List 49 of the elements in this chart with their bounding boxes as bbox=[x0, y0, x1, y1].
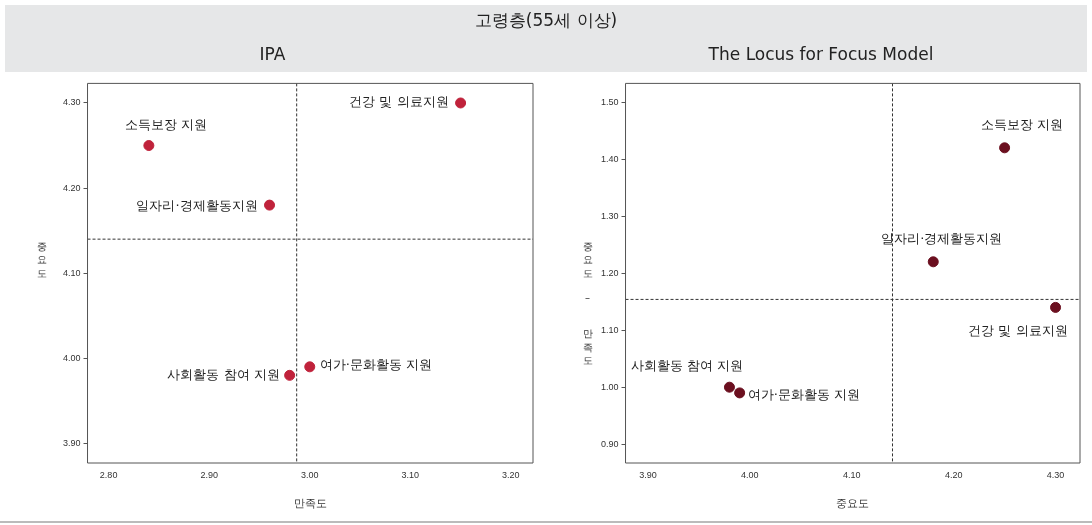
y-tick-label: 4.20 bbox=[62, 182, 81, 193]
annotation: 건강 및 의료지원 bbox=[968, 322, 1068, 338]
point bbox=[723, 381, 735, 393]
y-tick-label: 1.10 bbox=[600, 324, 619, 335]
y-tick-label: 1.20 bbox=[600, 267, 619, 278]
annotation: 일자리·경제활동지원 bbox=[881, 231, 1003, 247]
y-tick-label: 0.90 bbox=[600, 438, 619, 449]
y-axis-title: 중요도 bbox=[35, 235, 48, 277]
annotation: 건강 및 의료지원 bbox=[349, 94, 449, 110]
x-axis-title: 만족도 bbox=[293, 497, 327, 510]
point bbox=[284, 369, 296, 381]
annotation: 소득보장 지원 bbox=[124, 116, 207, 132]
chart-title: 고령층(55세 이상) bbox=[473, 9, 619, 32]
annotation: 일자리·경제활동지원 bbox=[136, 198, 258, 214]
point bbox=[304, 361, 316, 373]
x-tick-label: 2.80 bbox=[99, 469, 118, 480]
point bbox=[1050, 301, 1062, 313]
annotation: 소득보장 지원 bbox=[980, 117, 1063, 133]
x-tick-label: 3.90 bbox=[639, 469, 657, 480]
annotation: 사회활동 참여 지원 bbox=[167, 366, 280, 382]
y-tick-label: 1.50 bbox=[600, 96, 619, 107]
x-tick-label: 4.00 bbox=[741, 469, 759, 480]
y-tick-label: 4.10 bbox=[62, 267, 81, 278]
y-tick-label: 1.40 bbox=[600, 153, 619, 164]
x-tick-label: 3.00 bbox=[300, 469, 319, 480]
point bbox=[927, 256, 939, 268]
x-tick-label: 3.10 bbox=[401, 469, 420, 480]
y-tick-label: 4.00 bbox=[62, 352, 81, 363]
y-tick-label: 1.00 bbox=[600, 381, 619, 392]
point bbox=[455, 97, 467, 109]
point bbox=[734, 387, 746, 399]
point bbox=[999, 142, 1011, 154]
annotation: 여가·문화활동 지원 bbox=[319, 357, 433, 373]
annotation: 여가·문화활동 지원 bbox=[747, 387, 860, 403]
annotation: 사회활동 참여 지원 bbox=[631, 357, 744, 373]
x-tick-label: 3.20 bbox=[502, 469, 520, 480]
chart-subtitle: IPA bbox=[258, 44, 287, 64]
x-axis-title: 중요도 bbox=[836, 497, 870, 510]
x-tick-label: 4.30 bbox=[1046, 469, 1065, 480]
y-axis-title: 중요도 – 만족도 bbox=[581, 235, 594, 364]
y-tick-label: 4.30 bbox=[62, 97, 81, 108]
x-tick-label: 4.20 bbox=[944, 469, 963, 480]
x-tick-label: 2.90 bbox=[200, 469, 218, 480]
y-tick-label: 3.90 bbox=[62, 437, 81, 448]
y-tick-label: 1.30 bbox=[600, 210, 619, 221]
chart-subtitle: The Locus for Focus Model bbox=[707, 44, 935, 64]
x-tick-label: 4.10 bbox=[842, 469, 861, 480]
point bbox=[143, 140, 155, 152]
point bbox=[264, 199, 276, 211]
